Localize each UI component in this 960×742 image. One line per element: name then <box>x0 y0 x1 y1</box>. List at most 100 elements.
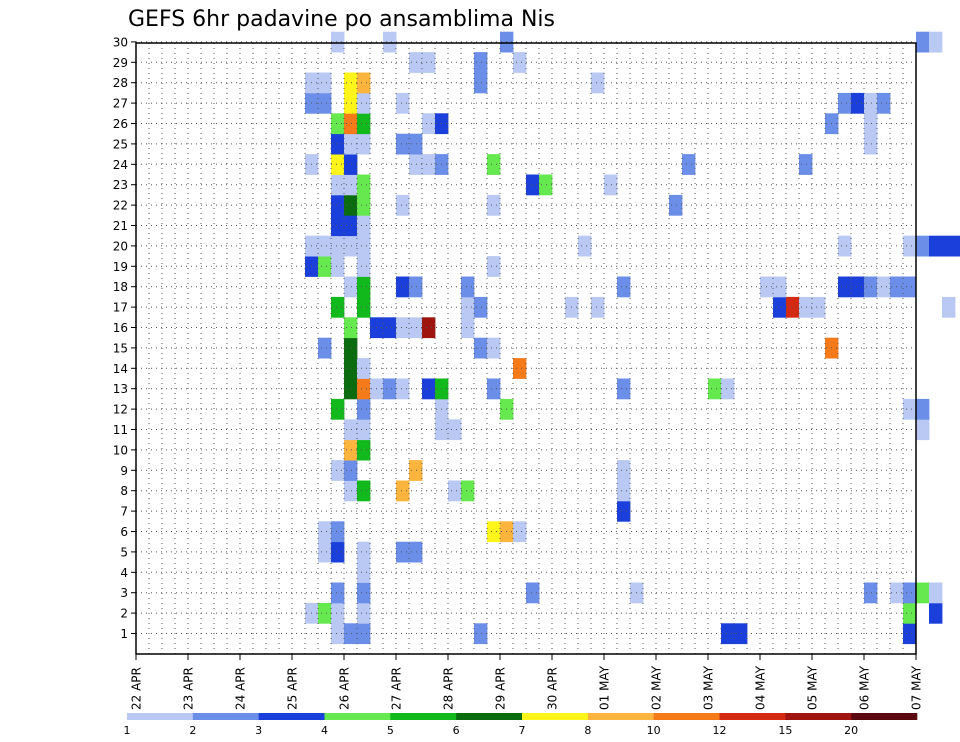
colorbar-segment <box>851 713 918 720</box>
heatmap-cell <box>318 541 332 563</box>
heatmap-cell <box>773 296 787 318</box>
y-tick-label: 11 <box>113 423 128 437</box>
heatmap-cell <box>344 235 358 257</box>
x-tick-label: 24 APR <box>234 667 248 710</box>
x-tick-label: 05 MAY <box>806 665 820 710</box>
heatmap-cell <box>318 72 332 94</box>
x-tick-label: 30 APR <box>546 667 560 710</box>
heatmap-cell <box>591 296 605 318</box>
colorbar-label: 8 <box>584 724 591 737</box>
heatmap-cell <box>838 276 852 298</box>
heatmap-cell <box>812 296 826 318</box>
y-tick-label: 28 <box>113 76 128 90</box>
y-tick-label: 8 <box>120 484 128 498</box>
heatmap-cell <box>773 276 787 298</box>
heatmap-cell <box>903 602 917 624</box>
colorbar-segment <box>456 713 523 720</box>
grid-lines <box>136 41 916 654</box>
y-tick-label: 13 <box>113 382 128 396</box>
x-tick-label: 29 APR <box>494 667 508 710</box>
heatmap-cell <box>903 276 917 298</box>
heatmap-cell <box>448 419 462 441</box>
heatmap-cell <box>344 439 358 461</box>
heatmap-cell <box>331 521 345 543</box>
heatmap-cell <box>318 602 332 624</box>
heatmap-cells <box>305 31 960 645</box>
y-tick-label: 22 <box>113 199 128 213</box>
colorbar-label: 6 <box>453 724 460 737</box>
y-tick-label: 2 <box>120 607 128 621</box>
heatmap-cell <box>409 541 423 563</box>
heatmap-cell <box>331 460 345 481</box>
y-tick-label: 23 <box>113 178 128 192</box>
y-tick-label: 19 <box>113 260 128 274</box>
x-tick-label: 23 APR <box>182 667 196 710</box>
heatmap-cell <box>344 113 358 135</box>
y-tick-label: 18 <box>113 280 128 294</box>
colorbar-segment <box>192 713 259 720</box>
y-tick-label: 26 <box>113 117 128 131</box>
heatmap-cell <box>422 317 436 339</box>
heatmap-cell <box>331 541 345 563</box>
heatmap-cell <box>357 113 371 135</box>
colorbar-label: 1 <box>124 724 131 737</box>
heatmap-cell <box>903 623 917 645</box>
colorbar <box>127 713 918 720</box>
y-tick-label: 12 <box>113 403 128 417</box>
heatmap-cell <box>357 215 371 237</box>
colorbar-label: 5 <box>387 724 394 737</box>
colorbar-segment <box>719 713 786 720</box>
y-tick-label: 1 <box>120 627 128 641</box>
heatmap-cell <box>474 52 488 73</box>
heatmap-cell <box>331 296 345 318</box>
heatmap-cell <box>864 92 878 114</box>
heatmap-cell <box>357 92 371 114</box>
heatmap-cell <box>474 296 488 318</box>
heatmap-cell <box>617 378 631 400</box>
heatmap-cell <box>344 378 358 400</box>
heatmap-cell <box>344 460 358 481</box>
heatmap-cell <box>604 174 618 196</box>
heatmap-cell <box>526 582 540 604</box>
heatmap-cell <box>357 378 371 400</box>
heatmap-cell <box>318 256 332 277</box>
heatmap-cell <box>396 194 410 216</box>
colorbar-segment <box>653 713 720 720</box>
heatmap-cell <box>357 480 371 502</box>
y-tick-label: 5 <box>120 545 128 559</box>
heatmap-cell <box>331 602 345 624</box>
heatmap-cell <box>513 52 527 73</box>
colorbar-labels: 1 2 3 4 5 6 7 8 10 12 15 20 <box>124 724 859 737</box>
heatmap-cell <box>331 133 345 155</box>
heatmap-cell <box>318 521 332 543</box>
heatmap-cell <box>357 194 371 216</box>
heatmap-cell <box>357 133 371 155</box>
heatmap-cell <box>864 133 878 155</box>
heatmap-cell <box>409 460 423 481</box>
y-tick-label: 6 <box>120 525 128 539</box>
heatmap-cell <box>383 317 397 339</box>
y-tick-label: 16 <box>113 321 128 335</box>
heatmap-cell <box>331 154 345 175</box>
heatmap-cell <box>396 92 410 114</box>
heatmap-cell <box>851 92 865 114</box>
heatmap-cell <box>357 582 371 604</box>
heatmap-cell <box>461 317 475 339</box>
y-axis-ticks: 1234567891011121314151617181920212223242… <box>113 35 128 641</box>
heatmap-cell <box>331 215 345 237</box>
heatmap-cell <box>331 582 345 604</box>
heatmap-cell <box>708 378 722 400</box>
colorbar-segment <box>587 713 654 720</box>
x-tick-label: 25 APR <box>286 667 300 710</box>
heatmap-cell <box>487 256 501 277</box>
heatmap-cell <box>903 398 917 420</box>
heatmap-cell <box>409 133 423 155</box>
heatmap-cell <box>929 31 943 53</box>
heatmap-cell <box>487 521 501 543</box>
x-tick-label: 02 MAY <box>650 665 664 710</box>
heatmap-cell <box>786 296 800 318</box>
colorbar-segment <box>258 713 325 720</box>
y-tick-label: 24 <box>113 158 128 172</box>
y-tick-label: 7 <box>120 505 128 519</box>
